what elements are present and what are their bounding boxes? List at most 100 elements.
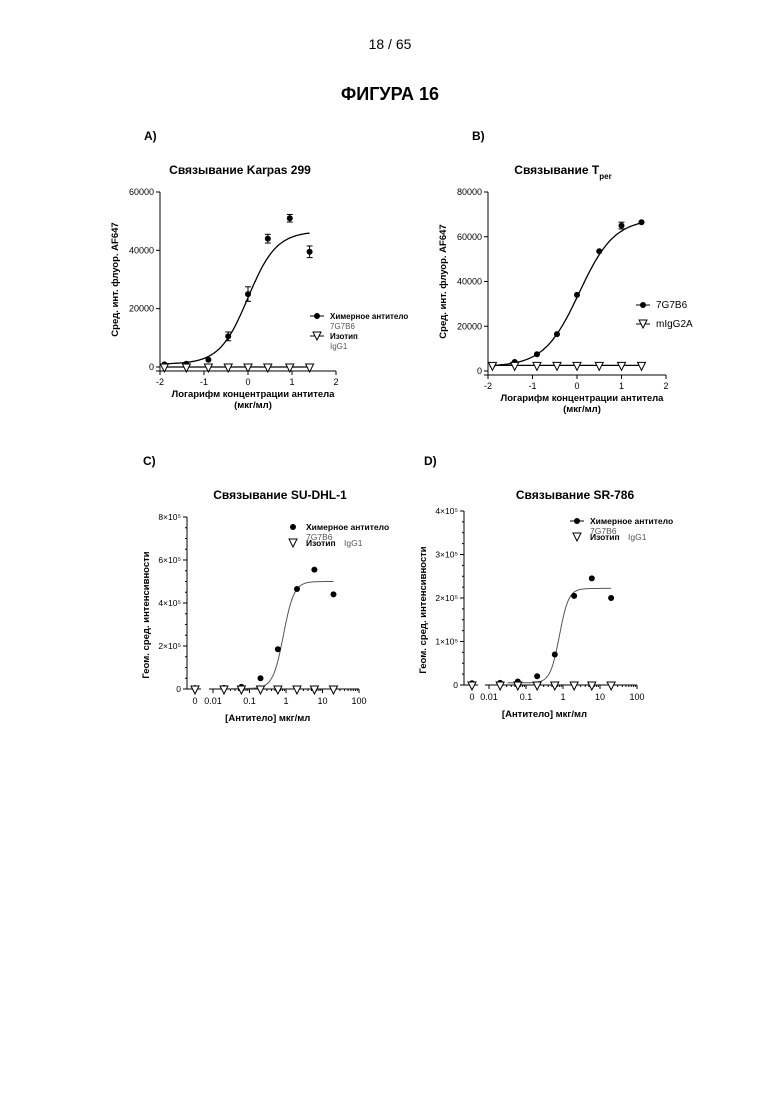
legend-label-line2: 7G7B6 xyxy=(330,322,355,331)
y-tick-label: 0 xyxy=(477,366,482,376)
data-point-circle xyxy=(265,236,271,242)
data-point-circle xyxy=(571,593,577,599)
legend-label-line2: IgG1 xyxy=(330,342,348,351)
x-tick-label: 2 xyxy=(333,377,338,387)
x-axis-label-unit: (мкг/мл) xyxy=(563,404,601,415)
x-tick-label: 0 xyxy=(192,696,197,706)
data-point-circle xyxy=(554,331,560,337)
data-point-triangle xyxy=(553,362,561,370)
data-point-triangle xyxy=(573,362,581,370)
data-point-circle xyxy=(552,652,558,658)
legend-label: 7G7B6 xyxy=(656,300,688,311)
y-tick-label: 0 xyxy=(453,680,458,690)
y-tick-label: 8×10⁵ xyxy=(158,512,181,522)
x-tick-label: 100 xyxy=(351,696,366,706)
y-tick-label: 6×10⁵ xyxy=(158,555,181,565)
legend-marker xyxy=(573,533,581,541)
binding-chart-a: A)Связывание Karpas 2990200004000060000-… xyxy=(100,120,400,440)
y-tick-label: 60000 xyxy=(457,232,482,242)
x-axis-label: Логарифм концентрации антитела xyxy=(501,393,665,404)
y-tick-label: 4×10⁵ xyxy=(158,598,181,608)
chart-panel-d: D)Связывание SR-78601×10⁵2×10⁵3×10⁵4×10⁵… xyxy=(400,445,720,765)
panel-label: B) xyxy=(472,129,485,143)
data-point-triangle xyxy=(256,686,264,694)
legend-label-line2: IgG1 xyxy=(628,532,647,542)
data-point-circle xyxy=(619,223,625,229)
data-point-circle xyxy=(225,333,231,339)
legend-label: mIgG2A xyxy=(656,319,693,330)
y-axis-label: Геом. сред. интенсивности xyxy=(418,546,429,673)
x-tick-label: 2 xyxy=(663,381,668,391)
x-axis-label: [Антитело] мкг/мл xyxy=(225,713,310,724)
data-point-triangle xyxy=(638,362,646,370)
x-tick-label: 0.01 xyxy=(204,696,222,706)
y-tick-label: 20000 xyxy=(129,304,154,314)
data-point-circle xyxy=(205,357,211,363)
y-axis-label: Сред. инт. флуор. AF647 xyxy=(110,222,121,336)
legend-label: Химерное антитело xyxy=(330,312,408,321)
y-tick-label: 20000 xyxy=(457,321,482,331)
x-tick-label: 100 xyxy=(629,692,644,702)
data-point-circle xyxy=(294,586,300,592)
y-tick-label: 60000 xyxy=(129,187,154,197)
y-tick-label: 80000 xyxy=(457,187,482,197)
y-tick-label: 3×10⁵ xyxy=(435,550,458,560)
data-point-triangle xyxy=(468,682,476,690)
chart-panel-b: B)Связывание Tper020000400006000080000-2… xyxy=(420,120,720,440)
x-tick-label: 0 xyxy=(245,377,250,387)
x-tick-label: 1 xyxy=(619,381,624,391)
data-point-circle xyxy=(307,249,313,255)
fit-curve xyxy=(508,588,612,682)
legend-label: Изотип xyxy=(330,332,358,341)
y-axis-label: Сред. инт. флуор. AF647 xyxy=(438,224,449,338)
data-point-circle xyxy=(596,248,602,254)
legend-marker xyxy=(574,518,580,524)
binding-chart-b: B)Связывание Tper020000400006000080000-2… xyxy=(420,120,720,440)
data-point-circle xyxy=(639,219,645,225)
data-point-triangle xyxy=(191,686,199,694)
y-tick-label: 0 xyxy=(176,684,181,694)
legend-label: Изотип xyxy=(590,532,620,542)
chart-title: Связывание SR-786 xyxy=(516,488,635,502)
x-tick-label: 0 xyxy=(574,381,579,391)
x-tick-label: -2 xyxy=(156,377,164,387)
fit-curve xyxy=(164,233,309,364)
x-tick-label: 0 xyxy=(469,692,474,702)
legend-label-line2: IgG1 xyxy=(344,538,363,548)
data-point-triangle xyxy=(293,686,301,694)
data-point-triangle xyxy=(533,362,541,370)
legend-marker xyxy=(289,539,297,547)
data-point-circle xyxy=(287,215,293,221)
legend-label: Химерное антитело xyxy=(306,522,389,532)
panel-label: A) xyxy=(144,129,157,143)
data-point-triangle xyxy=(533,682,541,690)
data-point-circle xyxy=(311,567,317,573)
x-tick-label: 1 xyxy=(289,377,294,387)
data-point-circle xyxy=(589,575,595,581)
chart-title-subscript: per xyxy=(599,172,611,181)
data-point-triangle xyxy=(618,362,626,370)
y-axis-label: Геом. сред. интенсивности xyxy=(141,551,152,678)
legend-marker xyxy=(314,313,320,319)
data-point-triangle xyxy=(220,686,228,694)
data-point-triangle xyxy=(570,682,578,690)
data-point-circle xyxy=(275,646,281,652)
x-axis-label: Логарифм концентрации антитела xyxy=(172,389,336,400)
chart-title: Связывание Tper xyxy=(514,163,611,181)
legend-label: Химерное антитело xyxy=(590,516,673,526)
legend-marker xyxy=(640,302,646,308)
y-tick-label: 0 xyxy=(149,362,154,372)
y-tick-label: 1×10⁵ xyxy=(435,637,458,647)
data-point-circle xyxy=(257,675,263,681)
data-point-circle xyxy=(608,595,614,601)
page-number: 18 / 65 xyxy=(0,36,780,52)
data-point-circle xyxy=(574,292,580,298)
data-point-circle xyxy=(330,591,336,597)
x-tick-label: -1 xyxy=(200,377,208,387)
data-point-circle xyxy=(534,673,540,679)
y-tick-label: 4×10⁵ xyxy=(435,506,458,516)
data-point-triangle xyxy=(496,682,504,690)
chart-title: Связывание Karpas 299 xyxy=(169,163,311,177)
x-tick-label: -1 xyxy=(528,381,536,391)
data-point-circle xyxy=(245,291,251,297)
